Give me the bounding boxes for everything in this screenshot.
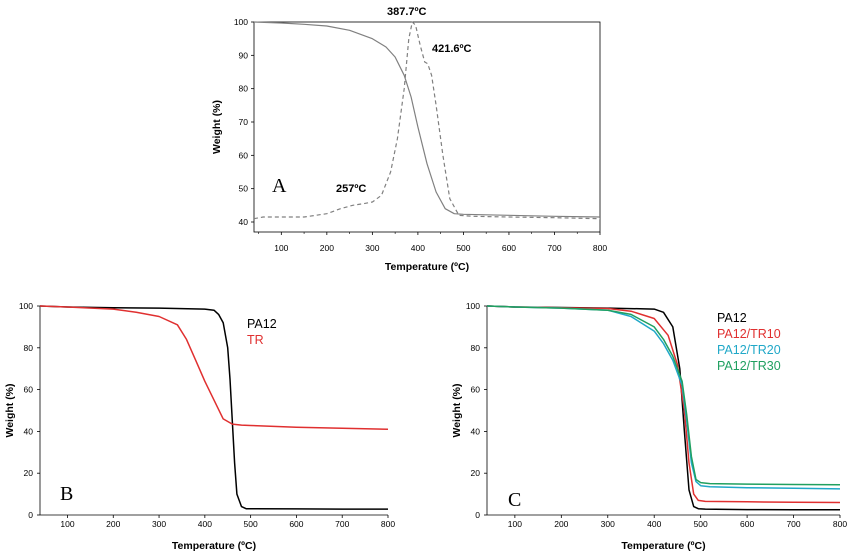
panel-c-y-tick-label: 40 — [471, 426, 481, 436]
panel-b-x-tick-label: 500 — [244, 519, 258, 529]
panel-a-chart: 100 200 300 400 500 600 700 800 40 50 60 70 80 90 100 T… — [211, 6, 607, 273]
panel-c-y-tick-label: 20 — [471, 468, 481, 478]
panel-b-x-tick-label: 700 — [335, 519, 349, 529]
panel-c-x-tick-label: 400 — [647, 519, 661, 529]
panel-c-x-tick-label: 600 — [740, 519, 754, 529]
panel-a-x-tick-label: 700 — [547, 243, 561, 253]
panel-b-x-tick-label: 100 — [60, 519, 74, 529]
panel-c-x-tick-label: 800 — [833, 519, 847, 529]
panel-b-x-tick-label: 200 — [106, 519, 120, 529]
panel-c-x-axis-label: Temperature (ºC) — [621, 540, 705, 552]
panel-c-y-tick-label: 100 — [466, 301, 480, 311]
panel-a-y-tick-label: 70 — [239, 117, 249, 127]
panel-a-x-tick-label: 300 — [365, 243, 379, 253]
panel-c-x-tick-label: 200 — [554, 519, 568, 529]
panel-b-x-tick-label: 600 — [289, 519, 303, 529]
panel-a-y-tick-label: 50 — [239, 184, 249, 194]
panel-a-series-solid — [253, 21, 601, 218]
panel-b-x-tick-label: 800 — [381, 519, 395, 529]
panel-a-annotation: 257ºC — [336, 183, 366, 195]
panel-b-y-tick-label: 60 — [24, 385, 34, 395]
panel-a-frame — [253, 21, 601, 233]
panel-c-series-pa12 — [486, 305, 840, 511]
panel-a-x-axis-label: Temperature (ºC) — [385, 261, 469, 273]
panel-b-chart: 100 200 300 400 500 600 700 800 0 20 40 60 80 100 Temp… — [4, 301, 395, 552]
panel-c-x-tick-label: 700 — [786, 519, 800, 529]
panel-a-y-tick-label: 100 — [234, 17, 248, 27]
panel-b-y-tick-label: 20 — [24, 468, 34, 478]
panel-a-x-tick-label: 500 — [456, 243, 470, 253]
panel-c-chart: 100 200 300 400 500 600 700 800 0 20 40 60 80 100 Temp… — [451, 301, 847, 552]
panel-b-x-tick-label: 400 — [198, 519, 212, 529]
panel-b-legend-entry: TR — [247, 333, 264, 347]
panel-a-annotation: 387.7ºC — [387, 6, 427, 18]
panel-a-y-axis-label: Weight (%) — [211, 100, 223, 154]
panel-b-x-tick-label: 300 — [152, 519, 166, 529]
panel-a-x-tick-label: 100 — [274, 243, 288, 253]
panel-c-y-tick-label: 80 — [471, 343, 481, 353]
panel-c-y-tick-label: 0 — [475, 510, 480, 520]
panel-c-x-tick-label: 100 — [508, 519, 522, 529]
panel-b-series-tr — [39, 305, 389, 431]
panel-a-y-tick-label: 80 — [239, 84, 249, 94]
panel-b-legend-entry: PA12 — [247, 317, 277, 331]
panel-c-x-tick-label: 300 — [601, 519, 615, 529]
panel-b-x-axis-label: Temperature (ºC) — [172, 540, 256, 552]
panel-c-x-tick-label: 500 — [694, 519, 708, 529]
panel-a-y-tick-label: 40 — [239, 217, 249, 227]
panel-b-y-axis-label: Weight (%) — [4, 383, 16, 437]
panel-c-legend-entry: PA12/TR20 — [717, 343, 781, 357]
panel-b-y-tick-label: 100 — [19, 301, 33, 311]
panel-c-y-tick-label: 60 — [471, 385, 481, 395]
panel-a-letter: A — [272, 175, 287, 197]
panel-a-annotation: 421.6ºC — [432, 43, 472, 55]
panel-b-series-pa12 — [39, 305, 388, 510]
panel-a-x-tick-label: 200 — [320, 243, 334, 253]
panel-c-series-pa12-tr30 — [486, 305, 841, 486]
panel-c-series-pa12-tr10 — [486, 305, 841, 504]
panel-a-x-tick-label: 400 — [411, 243, 425, 253]
panel-c-legend-entry: PA12 — [717, 311, 747, 325]
panel-b-y-tick-label: 80 — [24, 343, 34, 353]
panel-b-letter: B — [60, 483, 73, 505]
panel-c-letter: C — [508, 489, 521, 511]
panel-c-legend-entry: PA12/TR30 — [717, 359, 781, 373]
panel-a-y-tick-label: 90 — [239, 50, 249, 60]
panel-a-y-tick-label: 60 — [239, 150, 249, 160]
panel-c-legend-entry: PA12/TR10 — [717, 327, 781, 341]
panel-b-y-tick-label: 0 — [28, 510, 33, 520]
panel-a-x-tick-label: 600 — [502, 243, 516, 253]
panel-a-x-tick-label: 800 — [593, 243, 607, 253]
panel-c-series-pa12-tr20 — [486, 305, 841, 490]
panel-c-y-axis-label: Weight (%) — [451, 383, 463, 437]
panel-b-y-tick-label: 40 — [24, 426, 34, 436]
panel-a-series-dashed — [253, 21, 601, 220]
